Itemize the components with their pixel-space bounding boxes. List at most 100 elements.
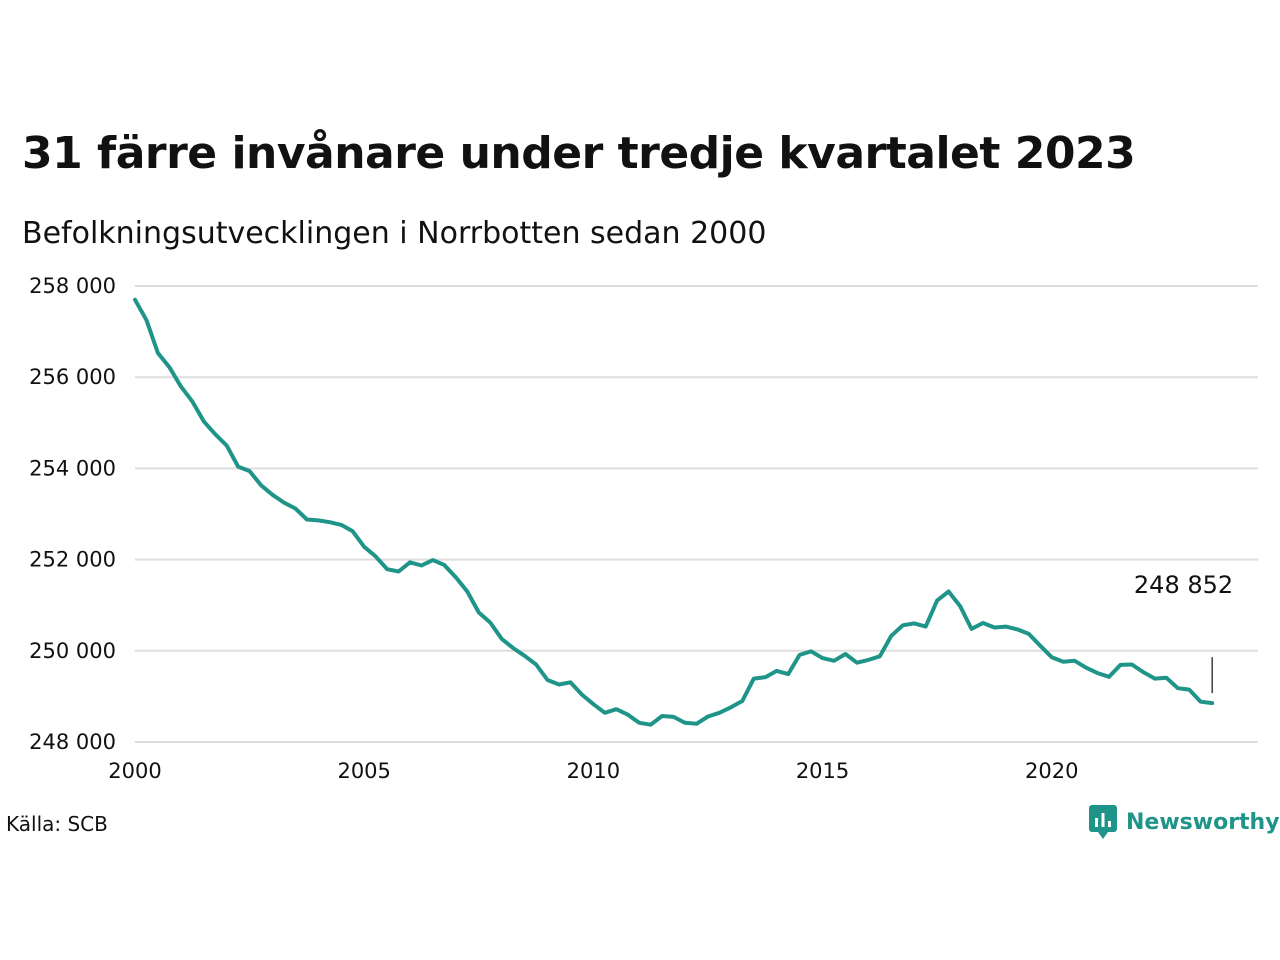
data-point: [1108, 675, 1110, 678]
y-tick-label: 254 000: [29, 456, 116, 480]
data-point: [638, 722, 641, 724]
data-point: [959, 605, 961, 607]
data-point: [145, 319, 148, 322]
data-point: [833, 660, 835, 662]
data-point: [581, 693, 583, 696]
chart-title: 31 färre invånare under tredje kvartalet…: [22, 128, 1136, 179]
data-point: [1039, 644, 1042, 647]
x-tick-label: 2020: [1025, 759, 1078, 783]
y-tick-label: 258 000: [29, 274, 116, 298]
data-point: [626, 713, 629, 716]
data-point: [913, 622, 916, 625]
data-point: [386, 568, 388, 570]
data-point: [982, 622, 984, 624]
data-point: [397, 570, 400, 573]
data-point: [523, 655, 526, 657]
data-point: [535, 663, 537, 666]
brand-name: Newsworthy: [1126, 809, 1280, 835]
data-point: [604, 712, 606, 714]
data-point: [340, 524, 343, 526]
y-tick-label: 256 000: [29, 365, 116, 389]
data-point: [1085, 666, 1087, 669]
data-point: [672, 716, 675, 718]
data-point: [1188, 688, 1191, 691]
data-point: [363, 546, 365, 548]
newsworthy-logo-icon: [1089, 805, 1117, 839]
data-point: [466, 590, 469, 593]
data-point: [856, 661, 858, 664]
data-point: [901, 624, 904, 627]
series-group: [133, 297, 1215, 727]
data-point: [134, 298, 136, 301]
data-point: [225, 444, 228, 447]
x-tick-label: 2015: [796, 759, 849, 783]
data-point: [168, 366, 171, 368]
data-point: [970, 628, 973, 630]
data-point: [1096, 672, 1099, 674]
data-point: [695, 722, 698, 725]
data-point: [615, 708, 618, 710]
chart-subtitle: Befolkningsutvecklingen i Norrbotten sed…: [22, 216, 767, 251]
data-point: [1131, 663, 1133, 666]
data-point: [569, 681, 572, 684]
data-point: [775, 670, 778, 672]
data-point: [810, 650, 812, 653]
data-point: [558, 683, 560, 686]
data-point: [1142, 671, 1145, 674]
data-point: [1028, 633, 1030, 635]
data-point: [592, 703, 595, 705]
data-point: [374, 555, 377, 558]
data-point: [512, 647, 514, 649]
data-point: [947, 590, 950, 593]
end-value-label: 248 852: [1134, 571, 1233, 599]
data-point: [1016, 628, 1019, 631]
x-tick-label: 2010: [567, 759, 620, 783]
y-tick-label: 248 000: [29, 730, 116, 754]
data-point: [867, 659, 870, 661]
data-point: [306, 518, 308, 521]
data-point: [741, 700, 744, 702]
data-point: [752, 677, 755, 680]
data-point: [1062, 660, 1064, 663]
y-axis: 248 000 250 000 252 000 254 000 256 000 258 0…: [29, 274, 116, 754]
data-point: [1176, 687, 1179, 689]
data-point: [821, 657, 824, 659]
data-point: [1199, 700, 1202, 703]
data-point: [936, 599, 938, 602]
series-line: [133, 297, 1215, 727]
data-point: [329, 521, 331, 524]
data-point: [661, 715, 663, 717]
y-tick-label: 252 000: [29, 548, 116, 572]
data-point: [1005, 625, 1007, 628]
data-point: [283, 501, 285, 504]
data-point: [649, 723, 652, 726]
data-point: [707, 715, 709, 718]
data-point: [764, 676, 767, 679]
brand-logo: Newsworthy: [1088, 804, 1280, 840]
data-point: [798, 654, 801, 656]
data-point: [890, 634, 893, 637]
source-note: Källa: SCB: [6, 812, 108, 836]
data-point: [477, 611, 480, 614]
data-point: [546, 679, 549, 681]
y-tick-label: 250 000: [29, 639, 116, 663]
data-point: [1050, 656, 1053, 658]
data-point: [271, 494, 274, 496]
data-point: [718, 712, 721, 714]
data-point: [180, 385, 182, 388]
end-annotation: 248 852: [1134, 571, 1233, 694]
data-point: [294, 507, 297, 510]
data-point: [1073, 660, 1076, 662]
data-point: [1211, 702, 1213, 704]
x-tick-label: 2000: [108, 759, 161, 783]
data-point: [432, 559, 434, 561]
data-point: [409, 561, 411, 564]
data-point: [351, 530, 354, 533]
data-point: [879, 655, 881, 658]
x-axis: 2000 2005 2010 2015 2020: [108, 759, 1078, 783]
data-point: [489, 621, 492, 624]
x-tick-label: 2005: [337, 759, 390, 783]
data-point: [157, 352, 159, 354]
data-point: [443, 564, 446, 566]
